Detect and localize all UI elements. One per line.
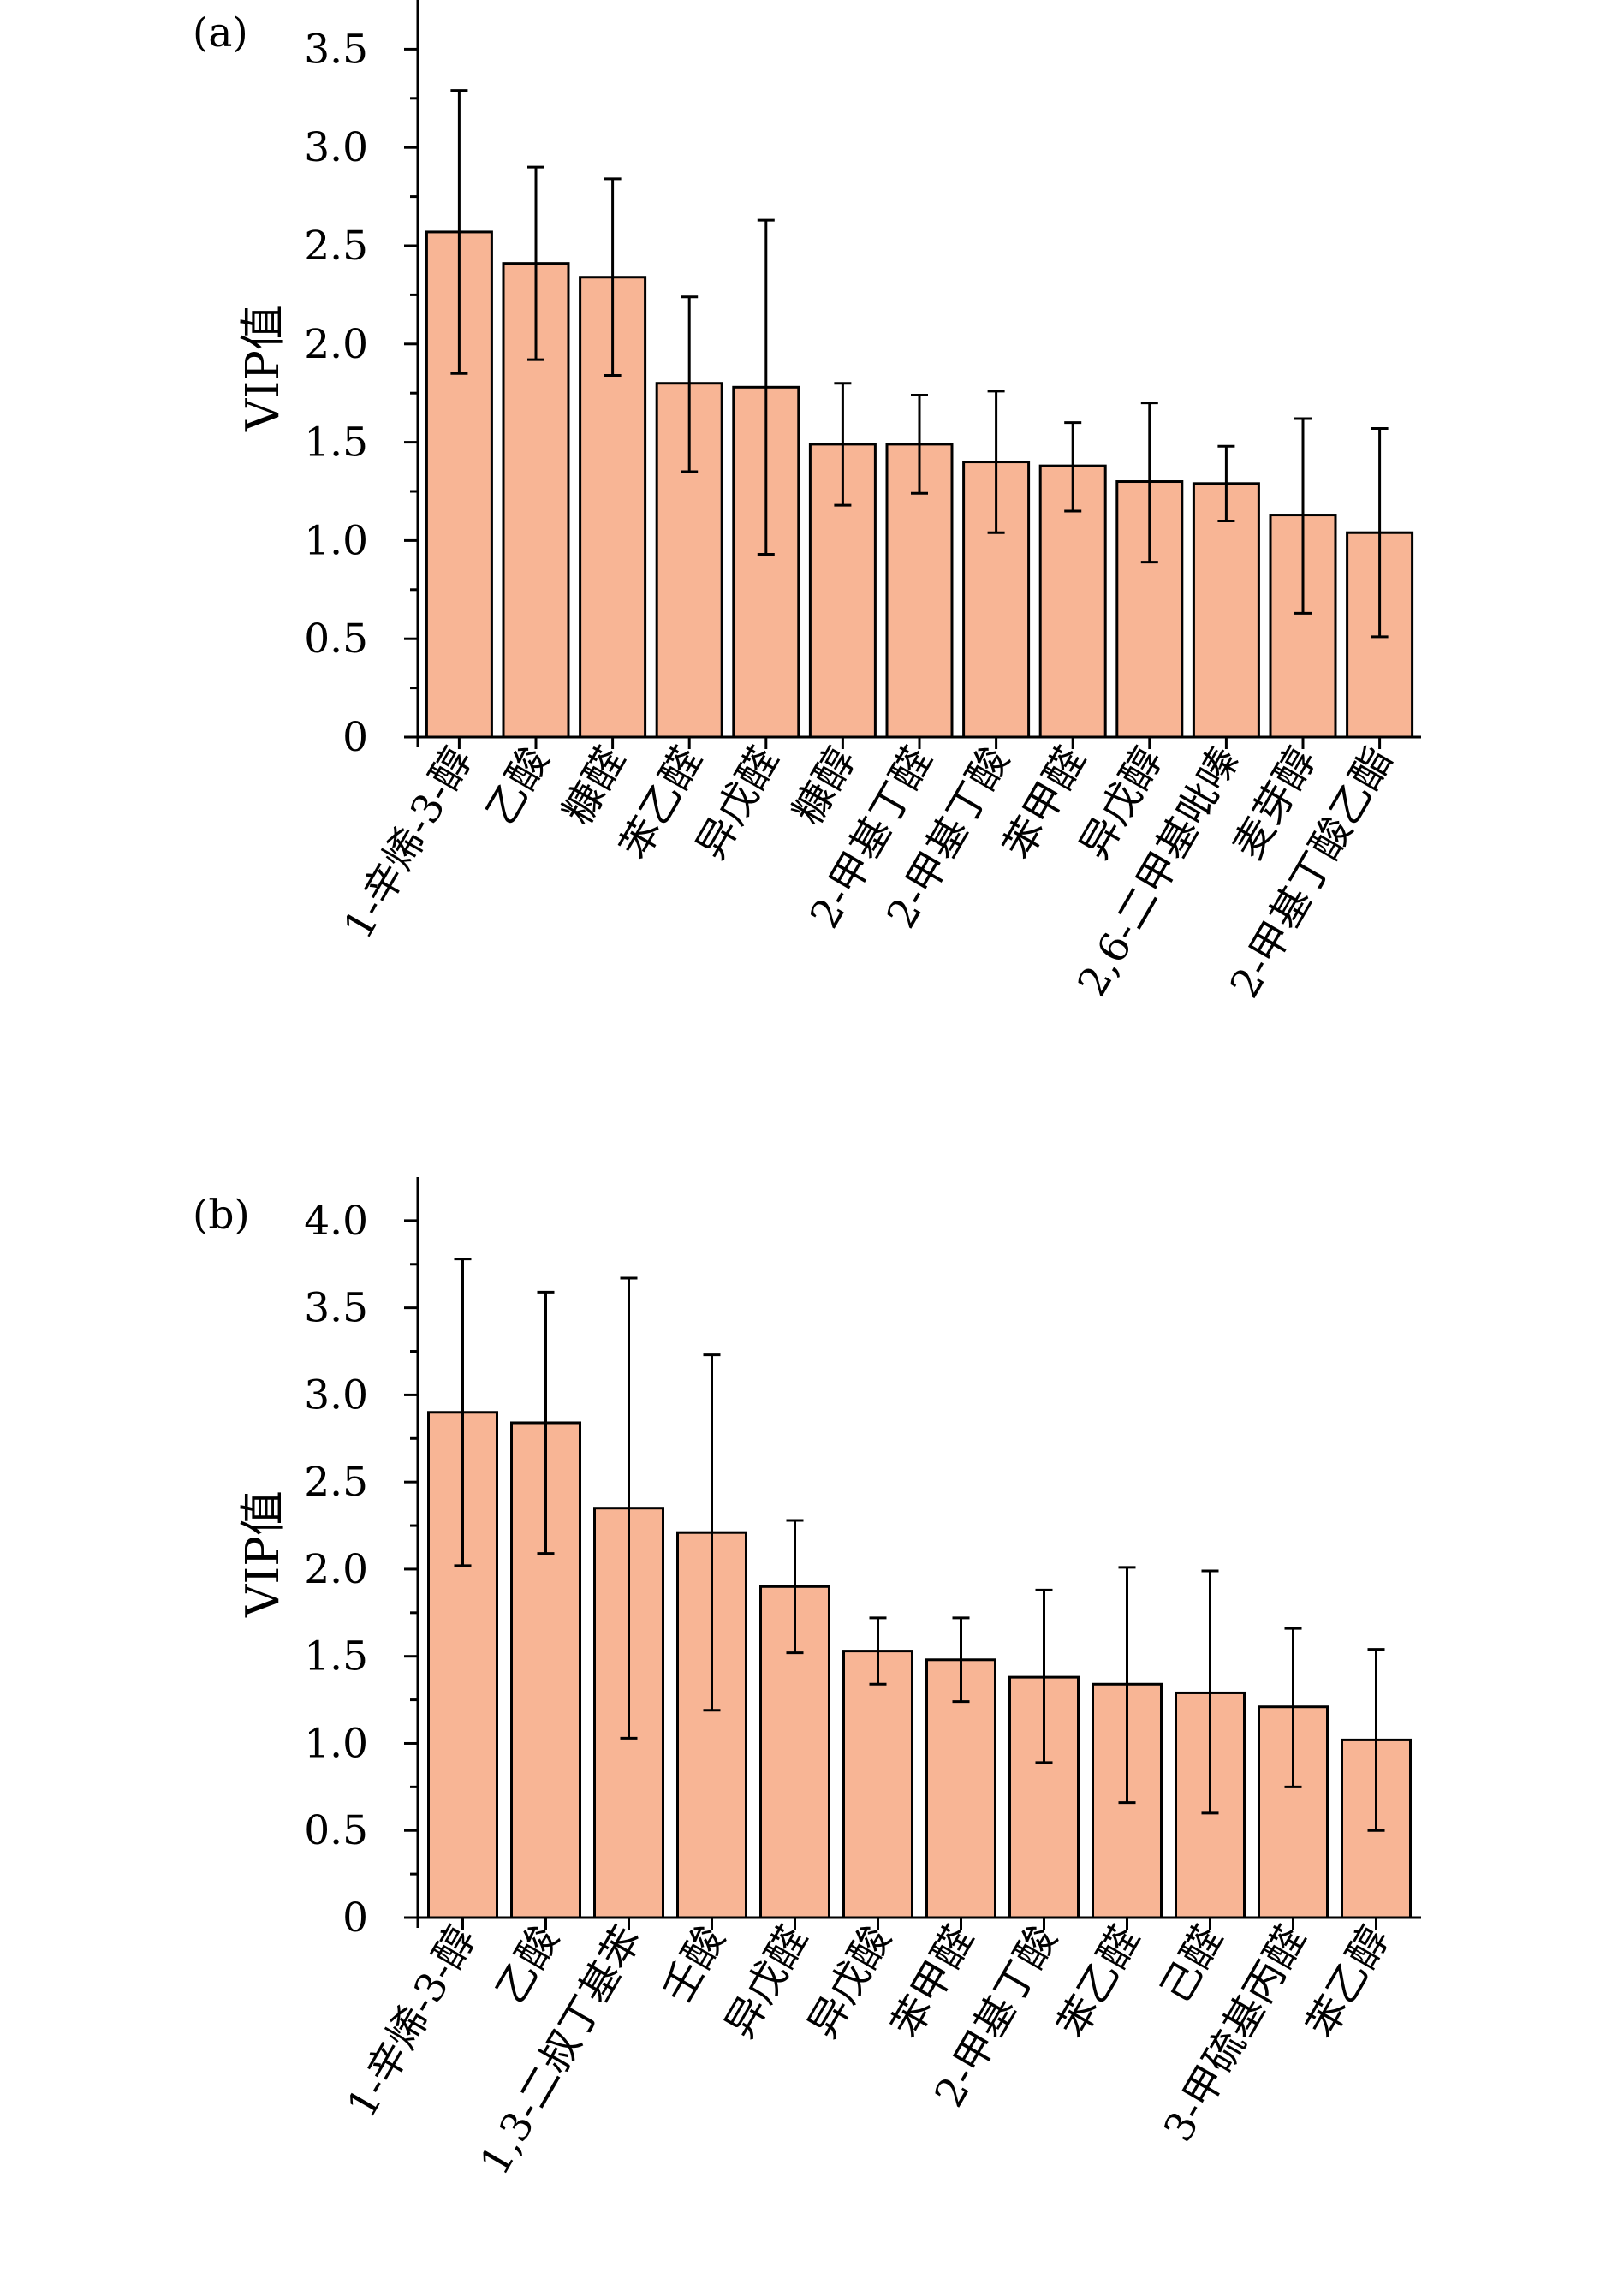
y-tick-label: 1.0 bbox=[304, 517, 368, 564]
panel-a: (a) VIP值 0 0.5 1.0 1.5 2.0 2.5 3.0 3.5 1-辛烯-3-醇乙… bbox=[193, 0, 1421, 1006]
bar bbox=[842, 1650, 913, 1919]
category-label: 异戊酸 bbox=[800, 1918, 901, 2047]
bar bbox=[962, 461, 1031, 739]
category-label: 壬酸 bbox=[653, 1918, 735, 2012]
panel-label-a: (a) bbox=[193, 9, 248, 57]
y-tick-label: 2.0 bbox=[304, 321, 368, 368]
y-tick-label: 3.5 bbox=[304, 26, 368, 73]
y-tick-label: 0.5 bbox=[304, 616, 368, 663]
panel-b: (b) VIP值 0 0.5 1.0 1.5 2.0 2.5 3.0 3.5 4.0 1-辛烯-3… bbox=[193, 1177, 1421, 2183]
y-tick-label: 1.5 bbox=[304, 1633, 368, 1680]
y-tick-label: 2.5 bbox=[304, 223, 368, 270]
y-tick-label: 3.0 bbox=[304, 124, 368, 171]
y-tick-label: 4.0 bbox=[304, 1198, 368, 1245]
category-label: 苯乙醇 bbox=[1298, 1918, 1399, 2047]
y-tick-label: 1.5 bbox=[304, 419, 368, 467]
y-axis-title-b: VIP值 bbox=[237, 1490, 289, 1618]
category-label: 糠醛 bbox=[554, 740, 635, 833]
category-label: 1,3-二叔丁基苯 bbox=[471, 1918, 651, 2184]
category-label: 异戊醛 bbox=[717, 1918, 818, 2047]
y-tick-label: 2.0 bbox=[304, 1546, 368, 1593]
y-tick-label: 0 bbox=[342, 714, 368, 761]
category-label: 己醛 bbox=[1151, 1918, 1233, 2012]
category-label: 苯乙醛 bbox=[1049, 1918, 1150, 2047]
y-tick-label: 2.5 bbox=[304, 1459, 368, 1506]
y-tick-label: 3.0 bbox=[304, 1371, 368, 1419]
category-label: 乙酸 bbox=[487, 1918, 568, 2012]
category-label: 糠醇 bbox=[784, 740, 866, 833]
y-tick-label: 0 bbox=[342, 1894, 368, 1942]
category-label: 乙酸 bbox=[478, 740, 559, 833]
category-label: 1-辛烯-3-醇 bbox=[335, 740, 482, 948]
category-label: 1-辛烯-3-醇 bbox=[338, 1918, 485, 2126]
y-tick-label: 1.0 bbox=[304, 1720, 368, 1767]
panel-label-b: (b) bbox=[193, 1192, 250, 1239]
y-tick-label: 3.5 bbox=[304, 1285, 368, 1332]
y-tick-label: 0.5 bbox=[304, 1807, 368, 1854]
y-axis-title-a: VIP值 bbox=[237, 305, 289, 432]
